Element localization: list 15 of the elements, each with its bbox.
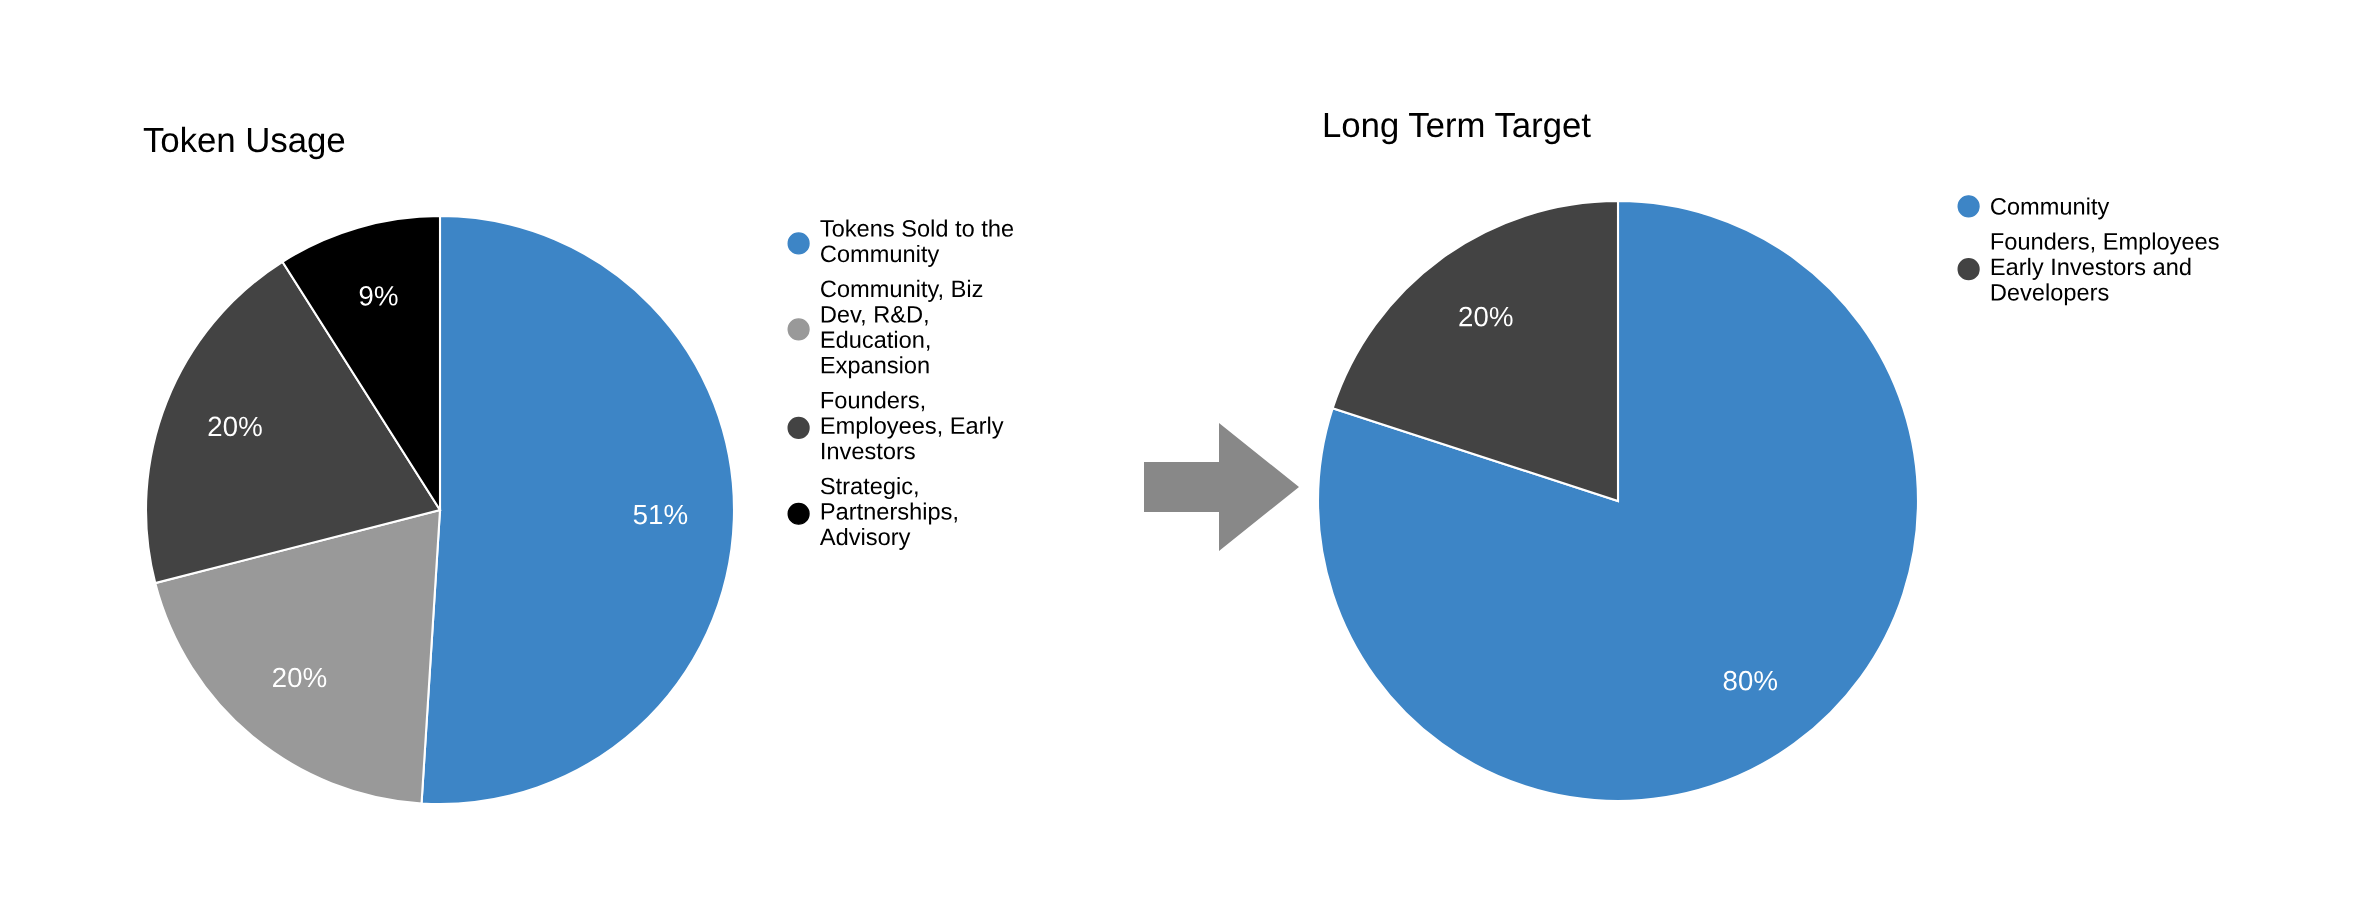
- data-label: 9%: [359, 286, 398, 306]
- data-label: 51%: [633, 504, 688, 525]
- legend-label: Tokens Sold to the Community: [820, 219, 1014, 267]
- chart-title: Token Usage: [143, 126, 345, 160]
- data-label: 80%: [1723, 670, 1778, 691]
- data-label: 20%: [1459, 306, 1513, 327]
- chart-title: Long Term Target: [1324, 113, 1591, 145]
- pie-slice: [1316, 199, 1920, 803]
- legend-label: Strategic, Partnerships, Advisory: [819, 477, 957, 550]
- data-label: 20%: [273, 667, 327, 688]
- data-label: 20%: [208, 416, 262, 437]
- legend-label: Community: [1991, 197, 2110, 220]
- legend-label: Community, Biz Dev, R&D, Education, Expansion: [821, 279, 983, 379]
- legend-label: Founders, Employees, Early Investors: [821, 391, 1004, 460]
- legend-label: Founders, Employees Early Investors and Developers: [1991, 232, 2219, 306]
